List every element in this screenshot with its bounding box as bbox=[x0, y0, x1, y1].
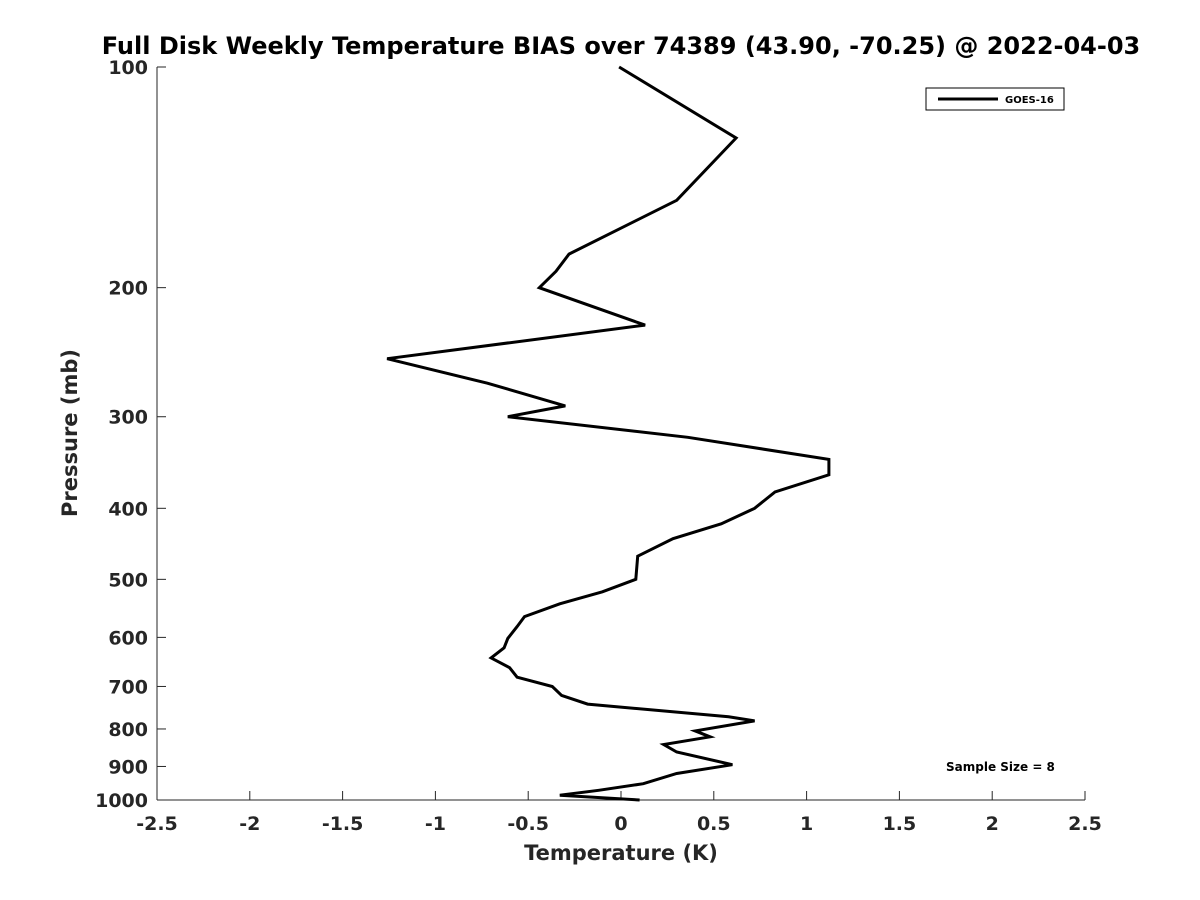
legend: GOES-16 bbox=[925, 87, 1065, 111]
axes: -2.5 -2 -1.5 -1 -0.5 0 0.5 1 1.5 2 2.5 100 200 300 400… bbox=[95, 57, 1102, 835]
chart-title: Full Disk Weekly Temperature BIAS over 7… bbox=[102, 32, 1141, 60]
y-tick-label: 400 bbox=[108, 498, 148, 520]
legend-entry-goes16: GOES-16 bbox=[1005, 95, 1054, 106]
x-tick-label: 0 bbox=[614, 813, 627, 835]
x-tick-label: -1.5 bbox=[322, 813, 364, 835]
y-tick-label: 700 bbox=[108, 676, 148, 698]
series-group bbox=[386, 65, 831, 802]
x-tick-label: -1 bbox=[425, 813, 446, 835]
y-tick-label: 100 bbox=[108, 57, 148, 79]
y-tick-label: 900 bbox=[108, 756, 148, 778]
x-tick-label: 0.5 bbox=[697, 813, 731, 835]
y-tick-label: 200 bbox=[108, 278, 148, 300]
sample-size-annotation: Sample Size = 8 bbox=[946, 760, 1055, 774]
x-tick-label: -0.5 bbox=[507, 813, 549, 835]
y-tick-label: 600 bbox=[108, 627, 148, 649]
y-tick-label: 500 bbox=[108, 569, 148, 591]
y-axis-label: Pressure (mb) bbox=[58, 349, 82, 517]
series-line-goes16 bbox=[386, 65, 831, 802]
y-tick-label: 1000 bbox=[95, 790, 148, 812]
y-tick-label: 800 bbox=[108, 719, 148, 741]
x-axis-label: Temperature (K) bbox=[524, 841, 718, 865]
x-tick-label: 1.5 bbox=[883, 813, 917, 835]
x-tick-label: 2.5 bbox=[1068, 813, 1102, 835]
y-tick-label: 300 bbox=[108, 407, 148, 429]
x-tick-label: -2 bbox=[239, 813, 260, 835]
x-tick-label: 1 bbox=[800, 813, 813, 835]
x-tick-label: -2.5 bbox=[136, 813, 178, 835]
x-tick-label: 2 bbox=[986, 813, 999, 835]
